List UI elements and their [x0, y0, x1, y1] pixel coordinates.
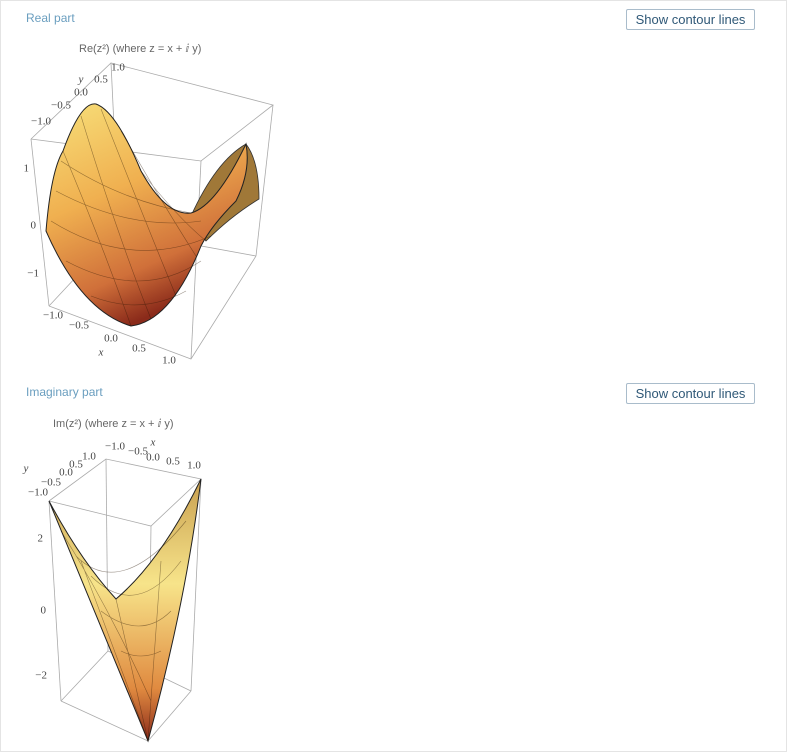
plot-caption: Re(z²) (where z = x + ⅈ y): [79, 43, 201, 55]
z-tick-label: 2: [38, 533, 44, 545]
surface: [48, 478, 202, 743]
y-tick-label: 0.5: [69, 459, 83, 471]
y-tick-label: 0.5: [94, 74, 108, 86]
y-tick-label: −1.0: [31, 116, 51, 128]
x-axis-label: x: [98, 347, 104, 359]
x-tick-label: −1.0: [43, 310, 63, 322]
y-axis-label: y: [78, 74, 84, 86]
y-tick-label: 1.0: [82, 451, 96, 463]
x-tick-label: 0.0: [104, 333, 118, 345]
section-title: Imaginary part: [26, 385, 103, 399]
x-tick-label: 0.0: [146, 452, 160, 464]
y-tick-label: −0.5: [51, 100, 71, 112]
contour-button[interactable]: Show contour lines: [626, 383, 755, 404]
x-tick-label: 1.0: [162, 355, 176, 367]
x-axis-label: x: [150, 437, 156, 449]
x-tick-label: −1.0: [105, 441, 125, 453]
z-tick-label: −1: [27, 268, 39, 280]
y-tick-label: −0.5: [41, 477, 61, 489]
z-tick-label: 1: [24, 163, 30, 175]
x-tick-label: 0.5: [132, 343, 146, 355]
contour-button[interactable]: Show contour lines: [626, 9, 755, 30]
z-tick-label: 0: [41, 605, 47, 617]
y-tick-label: 0.0: [74, 87, 88, 99]
y-tick-label: 1.0: [111, 62, 125, 74]
plot-caption: Im(z²) (where z = x + ⅈ y): [53, 418, 174, 430]
surface: [45, 103, 260, 327]
section-title: Real part: [26, 11, 75, 25]
x-tick-label: −0.5: [128, 446, 148, 458]
z-tick-label: −2: [35, 670, 47, 682]
y-tick-label: 0.0: [59, 467, 73, 479]
x-tick-label: 1.0: [187, 460, 201, 472]
y-axis-label: y: [23, 463, 29, 475]
x-tick-label: 0.5: [166, 456, 180, 468]
x-tick-label: −0.5: [69, 320, 89, 332]
y-tick-label: −1.0: [28, 487, 48, 499]
z-tick-label: 0: [31, 220, 37, 232]
